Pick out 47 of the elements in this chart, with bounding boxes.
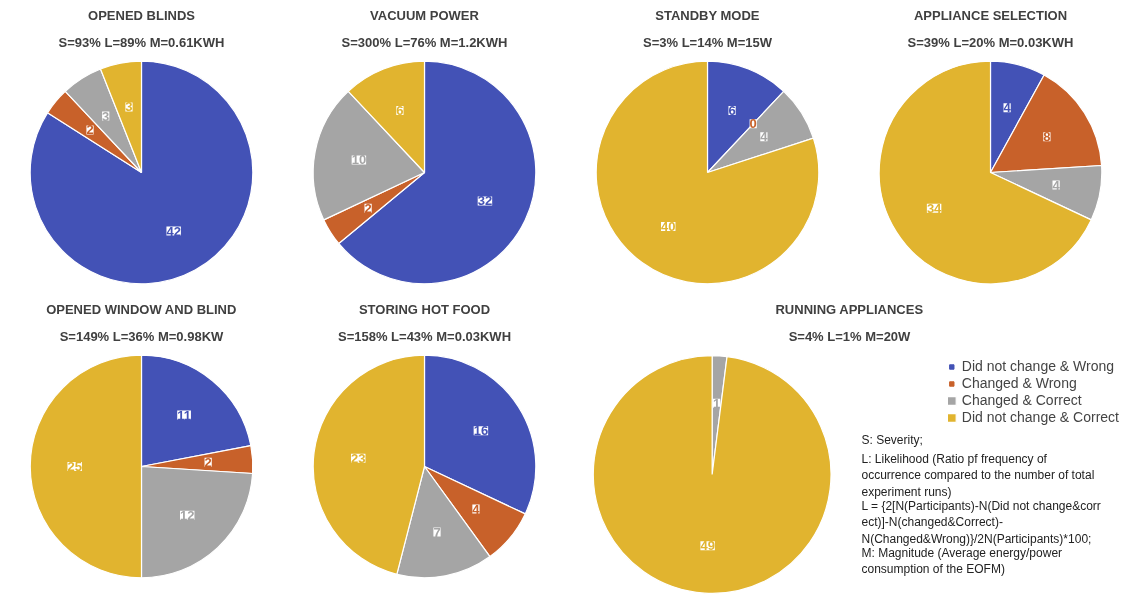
data-label: 42 [166, 223, 181, 239]
data-label: 2 [204, 454, 212, 470]
legend-label: Changed & Correct [961, 392, 1082, 408]
chart-title: OPENED BLINDS [88, 7, 196, 23]
data-label: 11 [177, 407, 191, 423]
data-label: 10 [351, 152, 367, 168]
chart-subtitle: S=4% L=1% M=20W [788, 328, 912, 344]
data-label: 3 [125, 99, 133, 115]
chart-subtitle: S=93% L=89% M=0.61KWH [58, 34, 225, 50]
data-label: 6 [396, 102, 404, 118]
chart-subtitle: S=3% L=14% M=15W [643, 34, 773, 50]
data-label: 16 [473, 423, 489, 439]
data-label: 2 [86, 122, 94, 138]
chart-title: RUNNING APPLIANCES [775, 301, 924, 317]
chart-title: STORING HOT FOOD [358, 301, 491, 317]
data-label: 4 [472, 501, 481, 517]
text: 0 [749, 116, 757, 132]
data-label: 1 [713, 395, 721, 411]
chart-subtitle: S=39% L=20% M=0.03KWH [907, 34, 1074, 50]
text: M: Magnitude (Average energy/power consumption of the EOFM) [861, 545, 1063, 577]
legend-label: Changed & Wrong [961, 375, 1077, 391]
chart-subtitle: S=149% L=36% M=0.98KW [59, 328, 225, 344]
text: S: Severity; [861, 432, 923, 447]
data-label: 12 [179, 507, 195, 523]
legend-label: Did not change & Correct [961, 409, 1119, 425]
chart-title: VACUUM POWER [370, 7, 480, 23]
data-label: 4 [760, 129, 769, 145]
data-label: 4 [1052, 177, 1061, 193]
chart-subtitle: S=300% L=76% M=1.2KWH [341, 34, 508, 50]
text: L = {2[N(Participants)-N(Did not change&correct)]-N(changed&Correct)-N(Changed&Wrong)}/2N(Participants)*100; [861, 498, 1101, 547]
data-label: 25 [67, 459, 82, 474]
chart-title: APPLIANCE SELECTION [913, 7, 1068, 23]
data-label: 6 [728, 102, 736, 118]
data-label: 32 [477, 193, 493, 209]
chart-subtitle: S=158% L=43% M=0.03KWH [337, 328, 512, 344]
data-label: 2 [364, 200, 372, 216]
legend-label: Did not change & Wrong [961, 358, 1115, 374]
data-label: 23 [351, 450, 366, 466]
data-label: 4 [1003, 100, 1012, 116]
data-label: 49 [700, 538, 715, 554]
data-label: 3 [102, 108, 110, 124]
chart-title: OPENED WINDOW AND BLIND [46, 301, 237, 317]
data-label: 40 [661, 219, 676, 235]
data-label: 8 [1043, 129, 1051, 145]
chart-title: STANDBY MODE [655, 7, 760, 23]
text: L: Likelihood (Ratio pf frequency of occurrence compared to the number of total experiment runs) [861, 451, 1095, 500]
data-label: 7 [433, 524, 441, 540]
